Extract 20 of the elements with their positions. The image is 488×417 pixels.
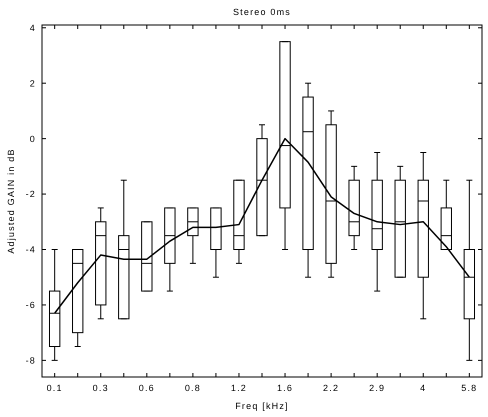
y-tick-label: -2 — [26, 189, 36, 200]
y-tick-label: -8 — [26, 356, 36, 366]
x-tick-label: 1.6 — [276, 383, 294, 393]
y-tick-label: -4 — [26, 244, 36, 255]
x-tick-label: 0.8 — [184, 383, 201, 393]
x-tick-label: 5.8 — [461, 383, 478, 393]
y-tick-label: 2 — [30, 78, 36, 88]
x-tick-label: 0.1 — [46, 383, 63, 393]
x-tick-label: 0.3 — [92, 383, 109, 393]
x-tick-label: 4 — [420, 383, 426, 393]
x-tick-label: 2.2 — [323, 383, 340, 393]
x-tick-label: 1.2 — [230, 383, 248, 393]
chart-title: Stereo 0ms — [232, 7, 292, 17]
y-tick-label: 4 — [30, 22, 36, 33]
x-axis-title: Freq [kHz] — [235, 401, 289, 411]
y-axis-title: Adjusted GAIN in dB — [6, 148, 16, 254]
x-tick-label: 0.6 — [138, 383, 155, 393]
x-tick-label: 2.9 — [369, 383, 386, 393]
y-tick-label: 0 — [30, 134, 36, 144]
y-tick-label: -6 — [26, 300, 36, 310]
